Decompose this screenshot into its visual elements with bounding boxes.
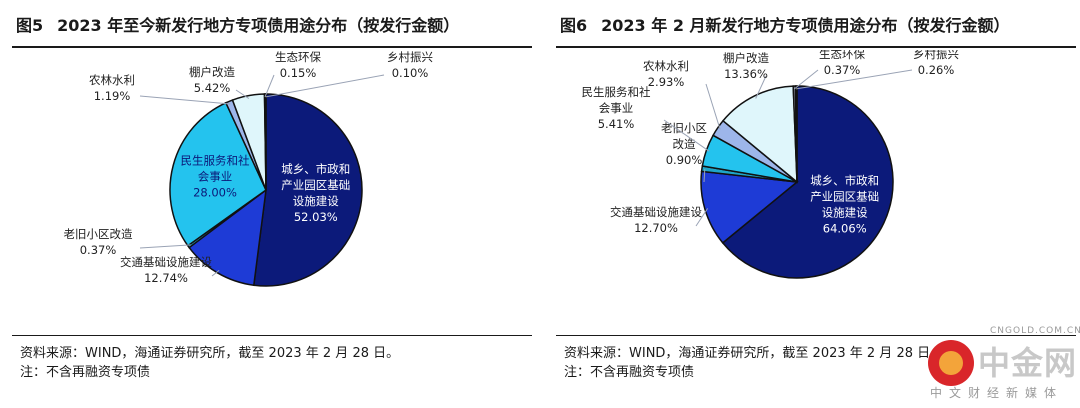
slice-label: 农林水利 1.19% — [89, 73, 231, 105]
svg-text:设施建设: 设施建设 — [822, 206, 868, 220]
slice-label: 交通基础设施建设 12.74% — [120, 255, 220, 285]
watermark-domain: CNGOLD.COM.CN — [990, 326, 1080, 336]
pie-slice — [252, 93, 363, 287]
slice-label: 生态环保 0.15% — [264, 50, 321, 98]
svg-text:设施建设: 设施建设 — [293, 194, 339, 208]
pie-slice — [794, 85, 798, 183]
pie-slice — [722, 85, 798, 184]
note-text: 注：不含再融资专项债 — [20, 365, 151, 380]
note-text: 注：不含再融资专项债 — [564, 365, 695, 380]
slice-label: 老旧小区改造 0.37% — [64, 227, 191, 257]
svg-text:产业园区基础: 产业园区基础 — [281, 178, 350, 192]
watermark-logo: CNGOLD.COM.CN 中金网 中文财经新媒体 — [920, 326, 1080, 408]
svg-text:乡村振兴: 乡村振兴 — [387, 50, 433, 64]
svg-text:城乡、市政和: 城乡、市政和 — [810, 174, 879, 188]
title-rule — [12, 46, 532, 48]
svg-text:0.37%: 0.37% — [824, 63, 861, 77]
figure-title: 图5 2023 年至今新发行地方专项债用途分布（按发行金额） — [12, 6, 532, 46]
svg-text:64.06%: 64.06% — [823, 222, 867, 236]
logo-mark — [928, 340, 974, 386]
svg-text:会事业: 会事业 — [198, 169, 233, 183]
svg-text:0.10%: 0.10% — [392, 66, 429, 80]
figure-6-panel: 图6 2023 年 2 月新发行地方专项债用途分布（按发行金额） 城乡、市政和 产业… — [556, 0, 1076, 395]
svg-text:农林水利: 农林水利 — [89, 73, 135, 87]
slice-label: 交通基础设施建设 12.70% — [610, 205, 709, 235]
slice-label: 乡村振兴 0.26% — [796, 50, 959, 90]
svg-text:生态环保: 生态环保 — [819, 50, 865, 61]
figure-number: 图5 — [16, 16, 44, 35]
figure-title-text: 2023 年 2 月新发行地方专项债用途分布（按发行金额） — [601, 16, 1010, 35]
svg-text:交通基础设施建设: 交通基础设施建设 — [120, 255, 212, 269]
svg-text:产业园区基础: 产业园区基础 — [810, 190, 879, 204]
figure-title-text: 2023 年至今新发行地方专项债用途分布（按发行金额） — [57, 16, 460, 35]
slice-label: 棚户改造 5.42% — [189, 65, 250, 99]
svg-text:改造: 改造 — [673, 137, 696, 151]
svg-text:交通基础设施建设: 交通基础设施建设 — [610, 205, 702, 219]
svg-text:0.90%: 0.90% — [666, 153, 703, 167]
svg-text:12.70%: 12.70% — [634, 221, 678, 235]
slice-label: 农林水利 2.93% — [643, 59, 721, 130]
slice-label: 生态环保 0.37% — [794, 50, 865, 90]
svg-text:0.15%: 0.15% — [280, 66, 317, 80]
watermark-name: 中金网 — [978, 344, 1078, 382]
svg-text:乡村振兴: 乡村振兴 — [913, 50, 959, 61]
svg-text:1.19%: 1.19% — [94, 89, 131, 103]
pie-slice — [188, 188, 267, 287]
source-text: 资料来源：WIND，海通证券研究所，截至 2023 年 2 月 28 日。 — [564, 346, 944, 361]
svg-text:民生服务和社: 民生服务和社 — [582, 85, 651, 99]
svg-text:城乡、市政和: 城乡、市政和 — [281, 162, 350, 176]
figure-title: 图6 2023 年 2 月新发行地方专项债用途分布（按发行金额） — [556, 6, 1076, 46]
svg-text:5.41%: 5.41% — [598, 117, 635, 131]
slice-label: 棚户改造 13.36% — [723, 51, 769, 99]
svg-text:28.00%: 28.00% — [193, 185, 237, 199]
svg-text:老旧小区改造: 老旧小区改造 — [64, 227, 133, 241]
source-rule — [556, 335, 1076, 336]
svg-text:会事业: 会事业 — [599, 101, 634, 115]
svg-text:0.26%: 0.26% — [918, 63, 955, 77]
svg-text:13.36%: 13.36% — [724, 67, 768, 81]
svg-text:棚户改造: 棚户改造 — [723, 51, 769, 65]
svg-text:棚户改造: 棚户改造 — [189, 65, 235, 79]
slice-label: 老旧小区改造 0.90% — [661, 121, 707, 183]
svg-text:农林水利: 农林水利 — [643, 59, 689, 73]
svg-text:老旧小区: 老旧小区 — [661, 121, 707, 135]
slice-label: 乡村振兴 0.10% — [265, 50, 433, 98]
pie-slice — [264, 93, 267, 191]
svg-text:生态环保: 生态环保 — [275, 50, 321, 64]
pie-slice — [700, 170, 799, 244]
figure-number: 图6 — [560, 16, 588, 35]
svg-text:2.93%: 2.93% — [648, 75, 685, 89]
svg-text:12.74%: 12.74% — [144, 271, 188, 285]
svg-text:0.37%: 0.37% — [80, 243, 117, 257]
svg-text:5.42%: 5.42% — [194, 81, 231, 95]
pie-slice — [721, 85, 894, 279]
figure-5-panel: 图5 2023 年至今新发行地方专项债用途分布（按发行金额） 城乡、市政和 产业园区… — [12, 0, 532, 395]
svg-text:民生服务和社: 民生服务和社 — [181, 153, 250, 167]
source-rule — [12, 335, 532, 336]
title-rule — [556, 46, 1076, 48]
watermark-tagline: 中文财经新媒体 — [930, 386, 1064, 400]
source-text: 资料来源：WIND，海通证券研究所，截至 2023 年 2 月 28 日。 — [20, 346, 400, 361]
svg-text:52.03%: 52.03% — [294, 210, 338, 224]
